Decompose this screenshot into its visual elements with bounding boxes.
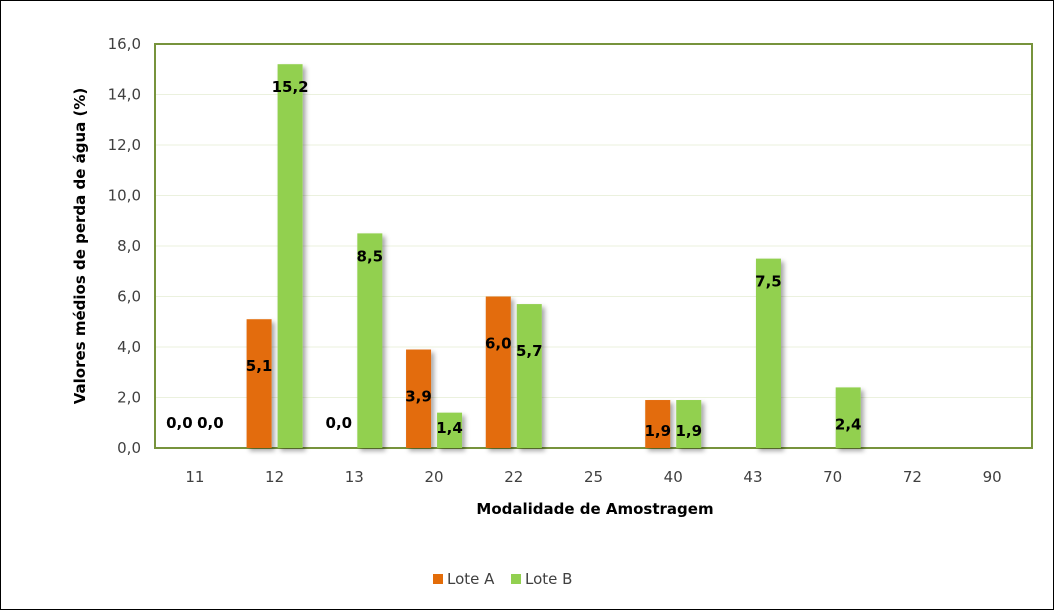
y-tick-label: 2,0 [117, 389, 141, 407]
x-tick-label: 43 [743, 468, 762, 486]
x-tick-label: 40 [664, 468, 683, 486]
x-tick-label: 25 [584, 468, 603, 486]
data-label: 1,9 [675, 422, 702, 440]
legend: Lote A Lote B [433, 570, 572, 588]
legend-swatch [433, 574, 443, 584]
data-label: 8,5 [357, 247, 384, 265]
x-tick-label: 72 [903, 468, 922, 486]
y-tick-label: 16,0 [108, 35, 141, 53]
data-label: 7,5 [755, 273, 782, 291]
bar-lote-a [645, 400, 671, 448]
bar-lote-a [406, 349, 432, 448]
x-axis-ticks: 11 12 13 20 22 25 40 43 70 72 90 [185, 468, 1001, 486]
y-tick-label: 4,0 [117, 338, 141, 356]
plot-area [154, 43, 1033, 449]
bar-lote-b [516, 304, 542, 448]
y-axis-ticks: 0,0 2,0 4,0 6,0 8,0 10,0 12,0 14,0 16,0 [108, 35, 141, 457]
x-tick-label: 11 [185, 468, 204, 486]
x-tick-label: 12 [265, 468, 284, 486]
data-label: 1,4 [436, 419, 463, 437]
bar-lote-b [437, 412, 463, 448]
y-tick-label: 14,0 [108, 86, 141, 104]
data-label: 0,0 [166, 414, 193, 432]
y-tick-label: 6,0 [117, 288, 141, 306]
data-label: 6,0 [485, 335, 512, 353]
data-label: 1,9 [644, 422, 671, 440]
legend-label: Lote B [525, 570, 572, 588]
legend-label: Lote A [447, 570, 495, 588]
bar-lote-a [485, 296, 511, 448]
x-tick-label: 70 [823, 468, 842, 486]
bar-lote-b [755, 258, 781, 448]
data-label: 5,1 [246, 357, 273, 375]
bar-lote-b [357, 233, 383, 448]
y-tick-label: 8,0 [117, 237, 141, 255]
data-label: 0,0 [326, 414, 353, 432]
data-labels: 0,0 0,05,115,20,08,53,91,46,0 5,71,9 1,97,5… [166, 78, 861, 440]
x-tick-label: 20 [424, 468, 443, 486]
data-label: 3,9 [405, 388, 432, 406]
x-axis-title: Modalidade de Amostragem [476, 500, 713, 518]
x-tick-label: 22 [504, 468, 523, 486]
data-label: 2,4 [835, 416, 862, 434]
y-tick-label: 12,0 [108, 136, 141, 154]
x-tick-label: 13 [345, 468, 364, 486]
data-label: 15,2 [272, 78, 309, 96]
bar-lote-a [246, 319, 272, 448]
y-axis-title: Valores médios de perda de água (%) [71, 88, 89, 405]
data-label: 5,7 [516, 342, 543, 360]
legend-swatch [511, 574, 521, 584]
x-tick-label: 90 [983, 468, 1002, 486]
bar-lote-b [676, 400, 702, 448]
y-tick-label: 0,0 [117, 439, 141, 457]
bars [246, 64, 861, 448]
bar-lote-b [835, 387, 861, 448]
data-label: 0,0 [197, 414, 224, 432]
y-tick-label: 10,0 [108, 187, 141, 205]
bar-lote-b [277, 64, 303, 448]
